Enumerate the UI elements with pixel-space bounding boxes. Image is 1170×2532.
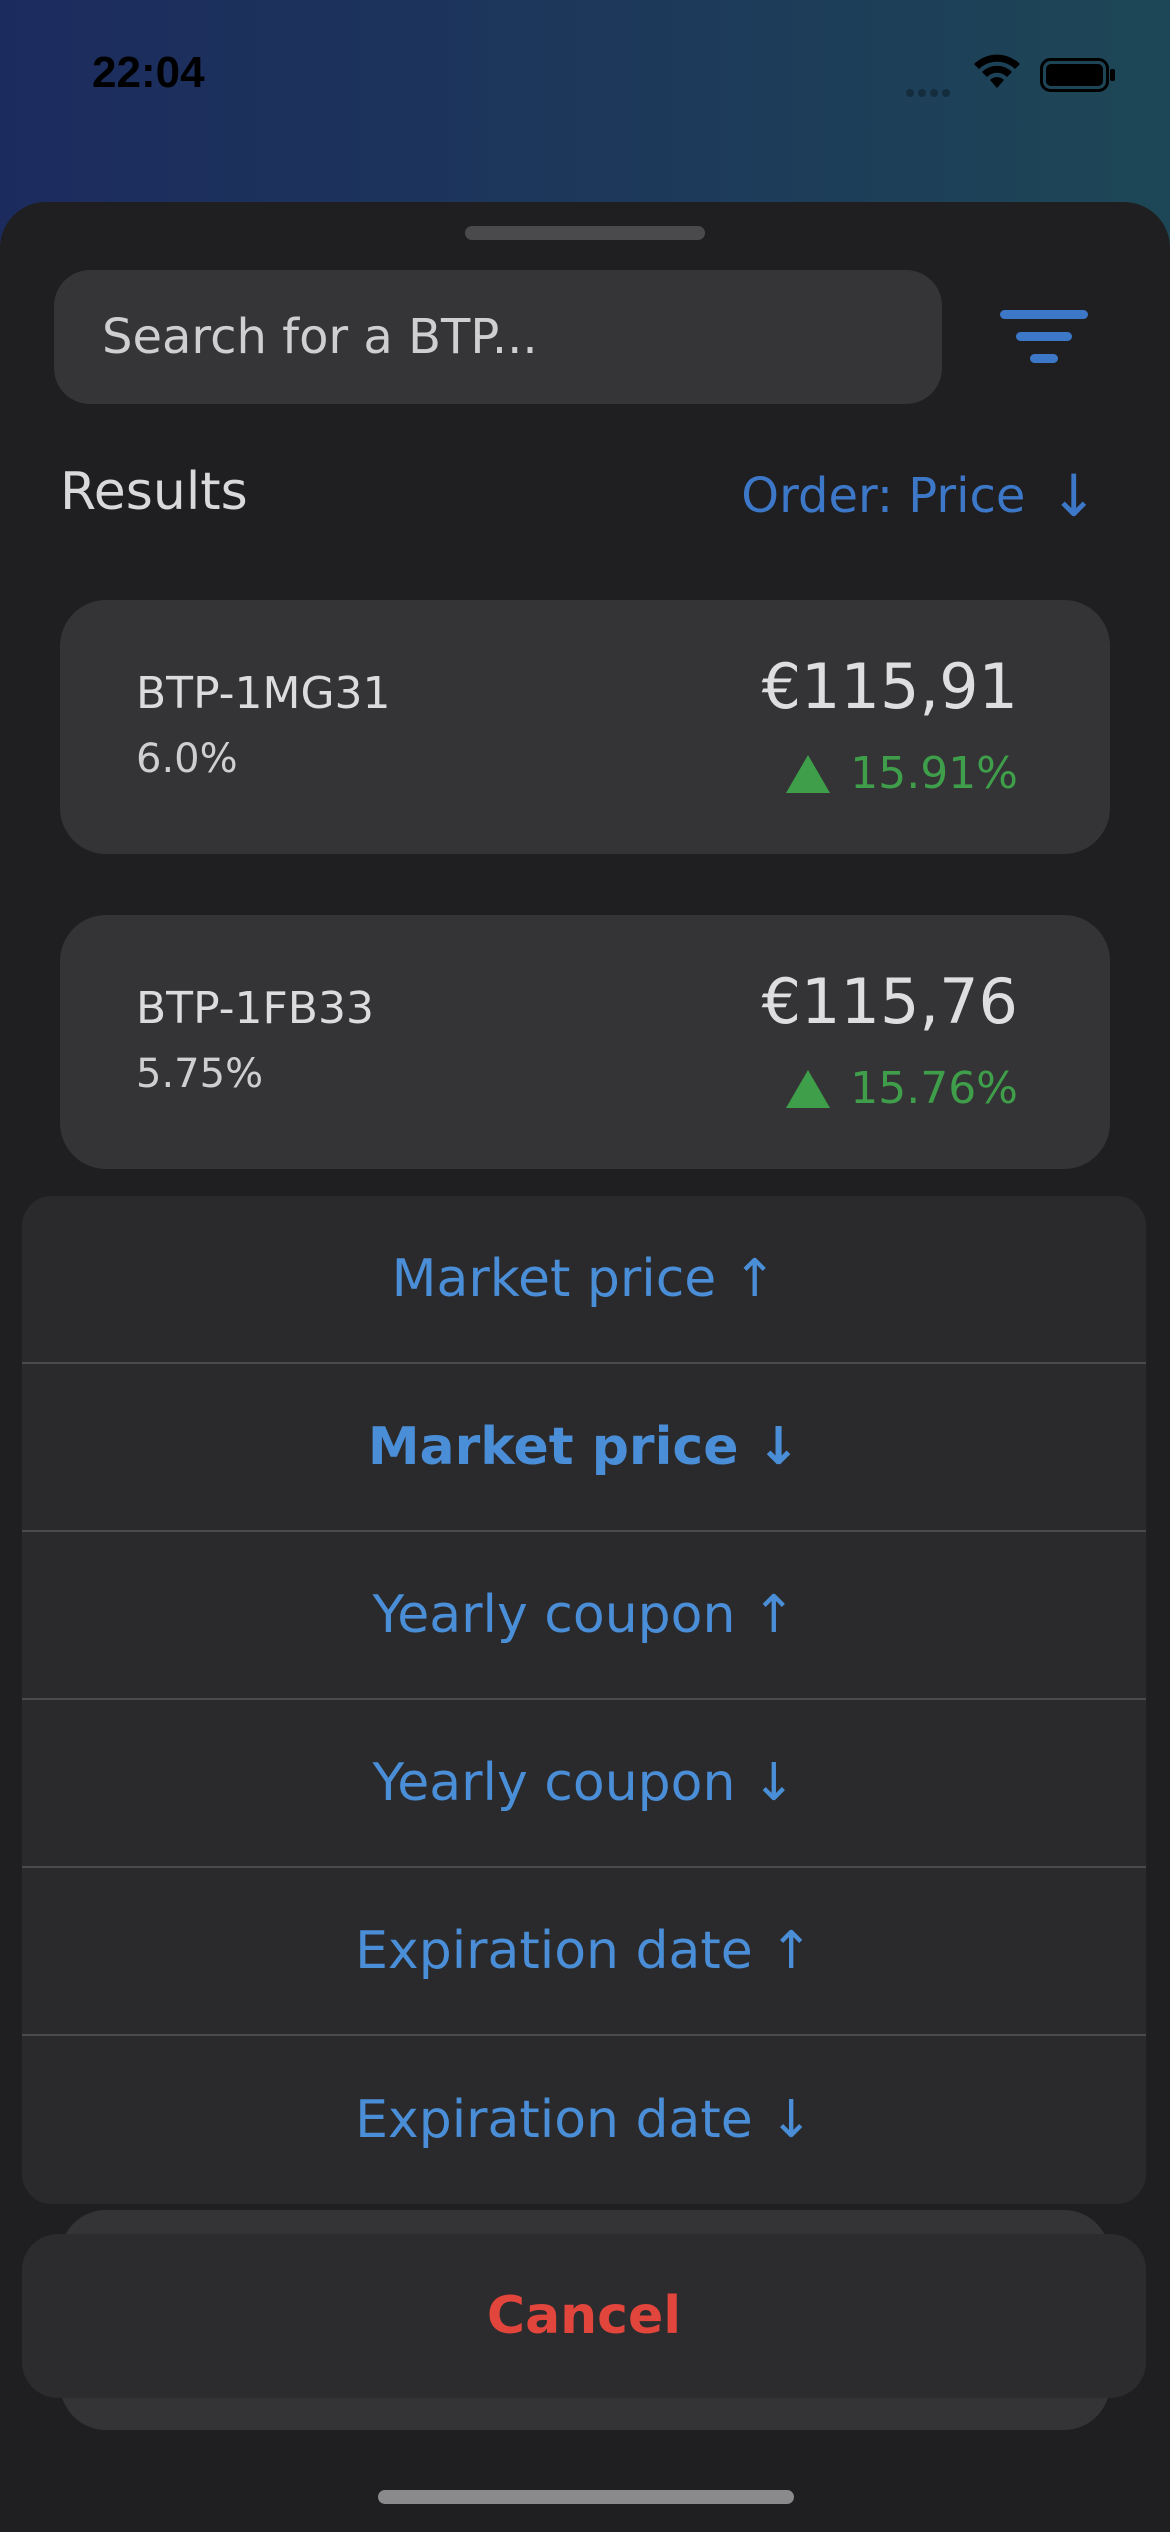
bond-card[interactable]: BTP-1MG31 6.0% €115,91 15.91% [60,600,1110,854]
bond-coupon: 5.75% [136,1051,264,1097]
order-option-market-price-asc[interactable]: Market price ↑ [22,1196,1146,1364]
search-field[interactable] [54,270,942,404]
order-option-yearly-coupon-desc[interactable]: Yearly coupon ↓ [22,1700,1146,1868]
status-time: 22:04 [92,48,205,97]
status-bar: 22:04 [0,0,1170,150]
cancel-button[interactable]: Cancel [22,2234,1146,2398]
triangle-up-icon [786,1069,831,1108]
order-option-yearly-coupon-asc[interactable]: Yearly coupon ↑ [22,1532,1146,1700]
bond-change: 15.91% [786,748,1018,799]
cellular-signal-icon [906,82,954,101]
bond-name: BTP-1FB33 [136,983,374,1034]
order-action-sheet: Market price ↑ Market price ↓ Yearly cou… [22,1196,1146,2204]
bond-change: 15.76% [786,1063,1018,1114]
home-indicator[interactable] [378,2490,794,2504]
wifi-icon [974,54,1020,88]
order-label: Order: Price [741,468,1026,524]
filter-icon[interactable] [1000,306,1088,368]
bond-card[interactable]: BTP-1FB33 5.75% €115,76 15.76% [60,915,1110,1169]
triangle-up-icon [786,754,831,793]
bond-price: €115,91 [761,650,1018,723]
bond-coupon: 6.0% [136,736,238,782]
bond-change-value: 15.91% [850,748,1018,799]
order-option-expiration-date-asc[interactable]: Expiration date ↑ [22,1868,1146,2036]
bond-name: BTP-1MG31 [136,668,391,719]
order-option-market-price-desc[interactable]: Market price ↓ [22,1364,1146,1532]
arrow-down-icon: ↓ [1049,462,1098,530]
bond-price: €115,76 [761,965,1018,1038]
bond-change-value: 15.76% [850,1063,1018,1114]
results-heading: Results [60,462,248,522]
order-button[interactable]: Order: Price ↓ [741,462,1098,530]
order-option-expiration-date-desc[interactable]: Expiration date ↓ [355,2090,813,2150]
battery-icon [1040,58,1115,92]
sheet-grabber-handle[interactable] [465,226,705,240]
search-input[interactable] [100,308,942,366]
